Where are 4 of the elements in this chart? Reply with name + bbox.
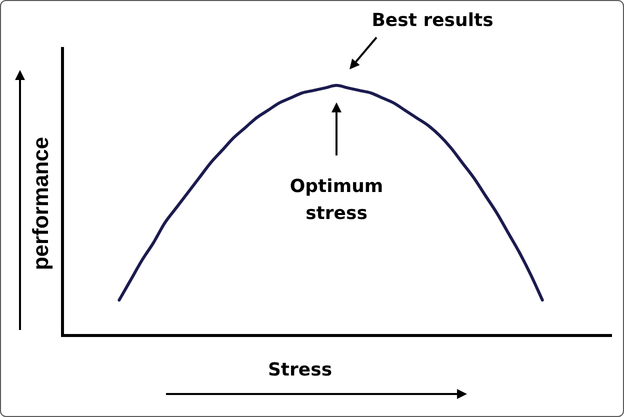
annotation: Optimum stress bbox=[290, 176, 384, 224]
x-axis-title: Stress bbox=[268, 360, 332, 381]
y-axis-title: performance bbox=[28, 136, 54, 270]
text: Best results bbox=[372, 10, 494, 32]
